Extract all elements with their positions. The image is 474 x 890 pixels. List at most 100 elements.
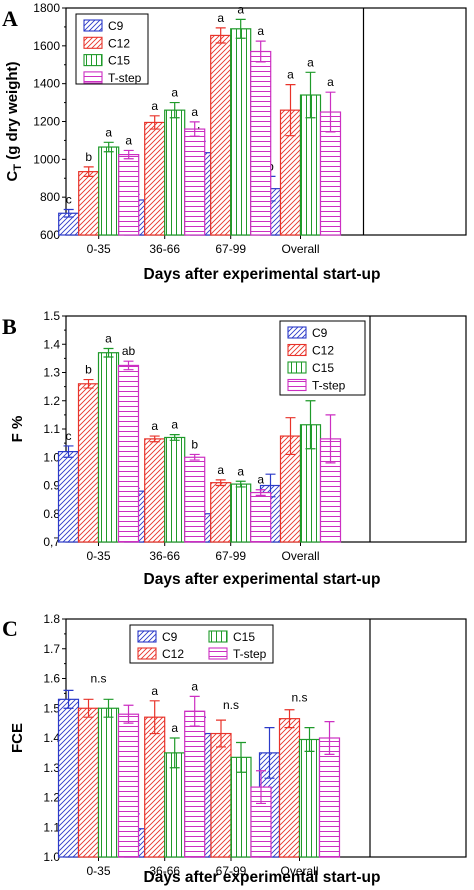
significance-label: a [237, 464, 244, 478]
y-tick-label: 1200 [33, 115, 60, 129]
bar-t-step [318, 737, 341, 858]
error-bar [123, 704, 134, 724]
group-significance-label: n.s [291, 691, 307, 705]
error-bar [216, 719, 226, 748]
x-tick-label: Overall [280, 864, 318, 878]
y-tick-label: 1400 [33, 77, 60, 91]
significance-label: b [85, 150, 92, 164]
panel-A: 600 800 1000 1200 1400 1600 1800 0-35 36-66 67-99… [2, 1, 467, 283]
x-tick-label: Overall [281, 242, 319, 256]
legend-swatch-c15 [208, 630, 228, 643]
legend: C9 C12 C15 T-step [279, 320, 366, 396]
bar-c12 [144, 438, 166, 543]
y-axis-label: CT (g dry weight) [4, 61, 24, 181]
legend-swatch-t-step [208, 647, 228, 660]
panel-letter: B [2, 314, 17, 339]
legend-swatch-t-step [287, 378, 307, 392]
x-tick-label: Overall [281, 549, 319, 563]
x-tick-label: 36-66 [149, 864, 180, 878]
error-bar [256, 770, 266, 805]
y-axis-label: FCE [9, 723, 26, 753]
x-axis-label: Days after experimental start-up [144, 571, 381, 588]
error-bar [63, 208, 74, 218]
error-bar [215, 479, 226, 487]
error-bar [285, 84, 296, 137]
y-tick-label: 1.5 [43, 701, 60, 715]
legend-swatch-t-step [83, 71, 103, 84]
significance-label: c [66, 429, 72, 443]
bar-t-step [250, 50, 272, 236]
significance-label: b [191, 437, 198, 451]
error-bar [304, 726, 315, 752]
x-axis-label: Days after experimental start-up [144, 266, 381, 283]
significance-label: a [151, 684, 158, 698]
legend-label: T-step [312, 379, 346, 393]
legend-label: C9 [162, 630, 178, 644]
y-tick-label: 0.8 [43, 507, 60, 521]
error-bar [169, 101, 180, 119]
y-tick-label: 1.8 [43, 612, 60, 626]
y-tick-label: 1.1 [43, 422, 60, 436]
y-tick-label: 1.5 [43, 309, 60, 323]
error-bar [169, 737, 180, 769]
legend-label: T-step [108, 71, 142, 85]
legend-swatch-c12 [137, 647, 157, 660]
bar-t-step [117, 364, 140, 543]
error-bar [285, 417, 296, 456]
y-tick-label: 1.4 [43, 337, 60, 351]
legend-label: C9 [312, 326, 328, 340]
significance-label: a [307, 55, 314, 69]
bar-c15 [164, 752, 186, 858]
y-tick-label: 1.1 [43, 820, 60, 834]
legend-swatch-c12 [83, 36, 103, 49]
bar-c12 [210, 482, 232, 543]
legend-label: C15 [312, 361, 334, 375]
significance-label: a [171, 721, 178, 735]
bar-c15 [230, 483, 252, 543]
bar-c9 [57, 451, 80, 543]
error-bar [235, 480, 246, 488]
bar-c15 [97, 352, 120, 543]
significance-label: a [191, 105, 198, 119]
bar-t-step [184, 710, 206, 858]
group-significance-label: n.s [223, 698, 239, 712]
significance-label: a [217, 463, 224, 477]
significance-label: a [105, 331, 112, 345]
legend-label: C12 [162, 647, 184, 661]
error-bar [63, 689, 74, 709]
legend-label: T-step [233, 647, 267, 661]
group-significance-label: n.s [90, 671, 106, 685]
y-tick-label: 0,7 [43, 535, 60, 549]
bar-t-step [184, 456, 206, 543]
legend-label: C9 [108, 19, 124, 33]
significance-label: b [85, 363, 92, 377]
significance-label: ab [122, 344, 136, 358]
x-tick-label: 36-66 [149, 242, 180, 256]
x-tick-label: 67-99 [215, 242, 246, 256]
error-bar [149, 115, 160, 130]
legend: C9 C12 C15 T-step [75, 13, 149, 85]
error-bar [189, 453, 200, 461]
y-tick-label: 1600 [33, 39, 60, 53]
error-bar [264, 726, 275, 779]
bar-c15 [97, 707, 120, 858]
error-bar [83, 166, 94, 177]
bar-c12 [210, 732, 232, 858]
bar-c15 [98, 146, 120, 236]
error-bar [325, 91, 336, 133]
y-tick-label: 600 [40, 228, 60, 242]
panel-B: 0,7 0.8 0.9 1.0 1.1 1.2 1.3 1.4 1.5 0-35 36-66 67-9… [2, 309, 467, 588]
y-tick-label: 1.7 [43, 642, 60, 656]
error-bar [149, 700, 160, 735]
significance-label: a [287, 68, 294, 82]
y-tick-label: 0.9 [43, 479, 60, 493]
significance-label: a [171, 418, 178, 432]
bar-c15 [164, 436, 186, 543]
error-bar [215, 27, 226, 44]
legend-swatch-c15 [287, 361, 307, 374]
x-tick-label: 67-99 [215, 549, 246, 563]
significance-label: a [105, 125, 112, 139]
significance-label: a [257, 24, 264, 38]
panel-letter: C [2, 616, 18, 641]
legend: C9 C15 C12 T-step [129, 624, 274, 664]
